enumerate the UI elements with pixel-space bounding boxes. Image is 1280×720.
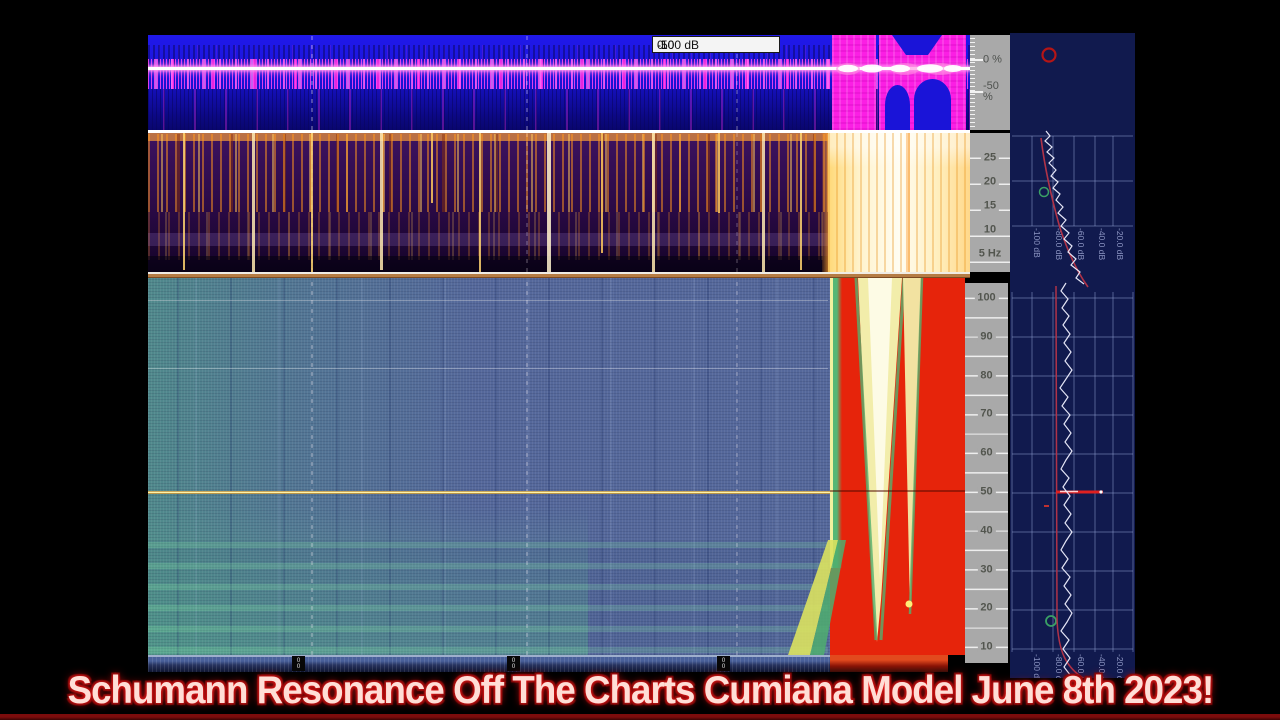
time-gridline bbox=[311, 133, 313, 272]
panel-separator bbox=[148, 130, 970, 133]
amp-label: 70 bbox=[977, 408, 996, 420]
strip-noise bbox=[148, 657, 830, 672]
db-scale-box: -100 dB -50 0 bbox=[652, 36, 780, 53]
amp-label: 80 bbox=[977, 370, 996, 382]
db-max-label: 0 bbox=[657, 37, 664, 52]
time-axis-strip bbox=[148, 655, 830, 672]
burst-notch bbox=[885, 85, 910, 130]
freq-label: 25 bbox=[980, 152, 1000, 164]
marker-line-50 bbox=[148, 491, 965, 494]
amp-label: 100 bbox=[974, 292, 999, 304]
amp-label: 60 bbox=[977, 447, 996, 459]
caption-text: Schumann Resonance Off The Charts Cumian… bbox=[67, 669, 1214, 712]
tick-mark bbox=[970, 59, 983, 61]
db-axis-label: -100 dB bbox=[1032, 228, 1042, 258]
tick-marks bbox=[970, 38, 975, 127]
burst-texture bbox=[828, 133, 970, 272]
amp-label: 20 bbox=[977, 602, 996, 614]
h-gridline bbox=[148, 300, 828, 301]
db-min-label: -100 dB bbox=[657, 37, 700, 52]
amp-label: 40 bbox=[977, 525, 996, 537]
amp-label: 90 bbox=[977, 331, 996, 343]
bottom-red-strip bbox=[0, 714, 1280, 720]
db-mid-label: -50 bbox=[657, 37, 675, 52]
oscilloscope-panel bbox=[148, 35, 970, 130]
time-gridline bbox=[526, 35, 528, 130]
signal-burst bbox=[832, 35, 876, 130]
time-gridline bbox=[311, 278, 313, 655]
freq-label: 20 bbox=[980, 176, 1000, 188]
burst-edge bbox=[822, 133, 830, 272]
spectrogram-burst-red bbox=[830, 278, 965, 655]
db-axis-label: -40.0 dB bbox=[1097, 228, 1107, 261]
tick-mark bbox=[970, 91, 983, 93]
panel-separator bbox=[148, 272, 970, 278]
time-marker-label: 00 bbox=[295, 657, 302, 670]
time-gridline bbox=[736, 133, 738, 272]
db-axis-label: -20.0 dB bbox=[1115, 228, 1125, 261]
time-gridline bbox=[311, 35, 313, 130]
amp-label: 50 bbox=[977, 486, 996, 498]
percent-zero-label: 0 % bbox=[983, 53, 1002, 66]
time-marker-label: 00 bbox=[720, 657, 727, 670]
time-marker-label: 00 bbox=[510, 657, 517, 670]
time-gridline bbox=[526, 133, 528, 272]
burst-texture bbox=[832, 35, 876, 130]
percent-scale: 0 % -50 % bbox=[970, 35, 1010, 130]
percent-minus50-label: -50 % bbox=[983, 80, 999, 103]
h-gridline bbox=[148, 368, 828, 369]
spectrogram-5-25hz bbox=[148, 133, 970, 272]
burst-edge bbox=[830, 278, 842, 568]
time-gridline bbox=[736, 35, 738, 130]
burst-notch bbox=[914, 79, 951, 130]
freq-label: 5 Hz bbox=[975, 248, 1005, 260]
time-axis-strip-red bbox=[830, 655, 948, 672]
time-marker: 00 bbox=[717, 656, 730, 671]
amp-label: 30 bbox=[977, 564, 996, 576]
burst-notch bbox=[892, 35, 942, 55]
spectrogram-burst-white bbox=[828, 133, 970, 272]
freq-label: 15 bbox=[980, 200, 1000, 212]
spectrogram-tint bbox=[148, 278, 478, 655]
spectrogram-tint bbox=[148, 505, 588, 655]
caption-banner: Schumann Resonance Off The Charts Cumian… bbox=[0, 668, 1280, 714]
spectrogram-bands bbox=[148, 541, 828, 653]
spectrum-axis-labels: -100 dB -80.0 dB -60.0 dB -40.0 dB -20.0… bbox=[1010, 35, 1135, 678]
frequency-scale: 25 20 15 10 5 Hz bbox=[970, 133, 1010, 272]
zero-level-trace bbox=[148, 67, 970, 70]
time-marker: 00 bbox=[292, 656, 305, 671]
time-gridline bbox=[736, 278, 738, 655]
time-marker: 00 bbox=[507, 656, 520, 671]
db-axis-label: -60.0 dB bbox=[1076, 228, 1086, 261]
time-gridline bbox=[526, 278, 528, 655]
freq-label: 10 bbox=[980, 224, 1000, 236]
amp-label: 10 bbox=[977, 641, 996, 653]
db-axis-label: -80.0 dB bbox=[1054, 228, 1064, 261]
amplitude-scale: 100 90 80 70 60 50 40 30 20 10 bbox=[965, 283, 1008, 663]
